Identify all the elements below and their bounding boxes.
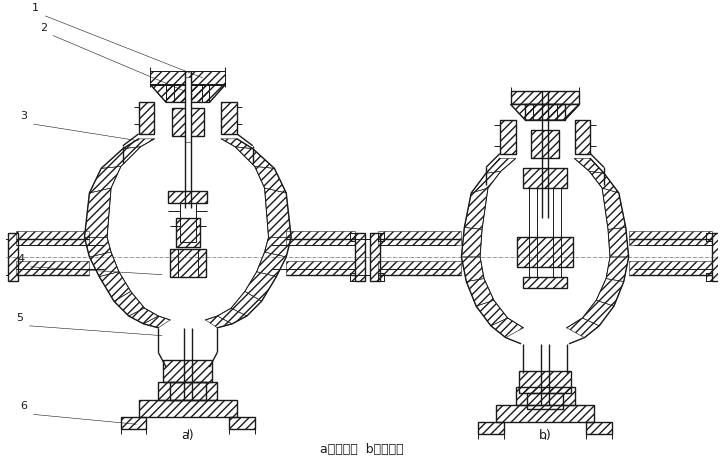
Bar (172, 108, 203, 136)
Bar (496, 405, 594, 422)
Bar (515, 387, 575, 405)
Bar (163, 360, 212, 382)
Bar (286, 261, 355, 275)
Bar (222, 102, 237, 134)
Bar (531, 130, 559, 158)
Bar (178, 249, 198, 277)
Bar (510, 91, 579, 105)
Bar (534, 105, 557, 120)
Bar (138, 102, 154, 134)
Bar (138, 399, 237, 418)
Bar (526, 105, 565, 120)
Bar (8, 233, 17, 280)
Bar (174, 85, 201, 102)
Bar (712, 233, 722, 280)
Bar (575, 120, 590, 153)
Bar (378, 233, 384, 241)
Bar (138, 399, 237, 418)
Bar (523, 168, 567, 188)
Bar (168, 191, 208, 203)
Bar (575, 120, 590, 153)
Bar (350, 272, 355, 280)
Bar (370, 233, 379, 280)
Bar (151, 71, 225, 85)
Bar (176, 218, 200, 247)
Bar (518, 237, 573, 267)
Bar (151, 71, 225, 85)
Text: 4: 4 (17, 254, 25, 264)
Text: a）合流阀  b）分流阀: a）合流阀 b）分流阀 (320, 443, 404, 456)
Bar (172, 108, 203, 136)
Bar (500, 120, 515, 153)
Bar (16, 261, 89, 275)
Bar (707, 272, 712, 280)
Bar (510, 91, 579, 105)
Bar (121, 418, 146, 429)
Bar (180, 203, 195, 242)
Bar (526, 105, 565, 120)
Bar (478, 422, 504, 434)
Bar (159, 382, 217, 399)
Bar (159, 382, 217, 399)
Text: a): a) (182, 429, 194, 442)
Bar (378, 232, 461, 245)
Bar (707, 233, 712, 241)
Bar (378, 233, 384, 241)
Bar (586, 422, 612, 434)
Bar (712, 233, 722, 280)
Bar (496, 405, 594, 422)
Bar (229, 418, 255, 429)
Text: b): b) (539, 429, 552, 442)
Bar (16, 232, 89, 245)
Bar (350, 233, 355, 241)
Bar (355, 233, 365, 280)
Bar (350, 272, 355, 280)
Text: 3: 3 (20, 111, 28, 121)
Bar (168, 191, 208, 203)
Bar (167, 85, 209, 102)
Bar (586, 422, 612, 434)
Bar (229, 418, 255, 429)
Bar (378, 272, 384, 280)
Bar (170, 249, 206, 277)
Bar (478, 422, 504, 434)
Bar (378, 272, 384, 280)
Bar (515, 387, 575, 405)
Bar (185, 77, 190, 142)
Text: 1: 1 (32, 3, 39, 13)
Text: 6: 6 (20, 401, 28, 412)
Bar (176, 218, 200, 247)
Bar (355, 233, 365, 280)
Bar (523, 168, 567, 188)
Bar (628, 261, 712, 275)
Bar (628, 232, 712, 245)
Bar (500, 120, 515, 153)
Bar (527, 393, 563, 408)
Text: 2: 2 (40, 23, 47, 33)
Bar (531, 130, 559, 158)
Bar (138, 102, 154, 134)
Bar (350, 233, 355, 241)
Text: 5: 5 (17, 313, 23, 323)
Bar (518, 237, 573, 267)
Bar (121, 418, 146, 429)
Bar (163, 360, 212, 382)
Bar (378, 261, 461, 275)
Bar (707, 233, 712, 241)
Bar (523, 277, 567, 288)
Bar (170, 249, 206, 277)
Bar (167, 85, 209, 102)
Bar (286, 232, 355, 245)
Bar (519, 371, 571, 393)
Bar (370, 233, 379, 280)
Bar (8, 233, 17, 280)
Bar (523, 277, 567, 288)
Bar (519, 371, 571, 393)
Bar (170, 382, 206, 399)
Bar (222, 102, 237, 134)
Bar (707, 272, 712, 280)
